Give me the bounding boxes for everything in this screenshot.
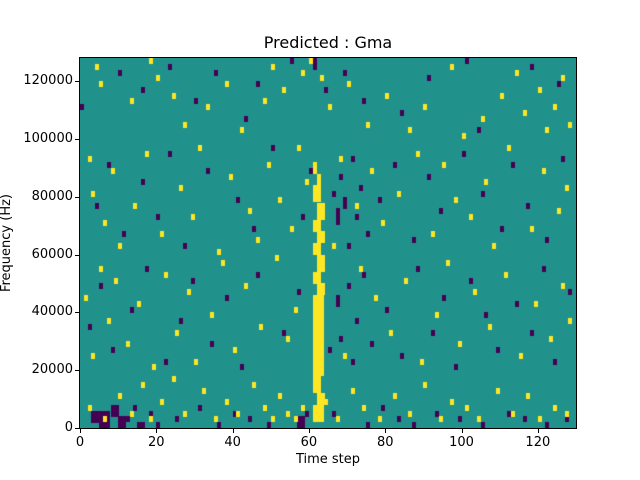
x-tick-mark — [461, 429, 463, 433]
x-tick-label: 40 — [224, 435, 241, 450]
y-tick-mark — [75, 196, 79, 198]
y-tick-label: 0 — [64, 420, 73, 435]
y-tick-label: 100000 — [23, 130, 73, 146]
y-tick-mark — [75, 138, 79, 140]
x-axis-label: Time step — [295, 452, 361, 467]
x-tick-label: 0 — [75, 435, 85, 450]
x-tick-mark — [156, 429, 158, 433]
y-tick-mark — [75, 81, 79, 83]
x-tick-mark — [537, 429, 539, 433]
x-tick-mark — [80, 429, 81, 433]
x-tick-label: 100 — [449, 435, 474, 450]
x-tick-label: 80 — [376, 435, 394, 450]
y-tick-mark — [75, 312, 79, 314]
y-tick-label: 120000 — [23, 73, 73, 89]
y-tick-mark — [75, 428, 79, 429]
y-tick-label: 40000 — [31, 304, 73, 320]
y-tick-label: 20000 — [31, 362, 73, 378]
x-tick-mark — [385, 429, 387, 433]
x-tick-label: 60 — [300, 435, 318, 450]
y-tick-label: 80000 — [31, 188, 73, 204]
chart-title: Predicted : Gma — [263, 33, 393, 52]
heatmap-canvas — [79, 57, 577, 429]
x-tick-label: 20 — [148, 435, 165, 450]
y-tick-mark — [75, 254, 79, 256]
x-tick-mark — [308, 429, 310, 433]
x-tick-mark — [232, 429, 234, 433]
y-tick-label: 60000 — [31, 246, 73, 262]
x-tick-label: 120 — [525, 435, 551, 450]
y-tick-mark — [75, 370, 79, 372]
